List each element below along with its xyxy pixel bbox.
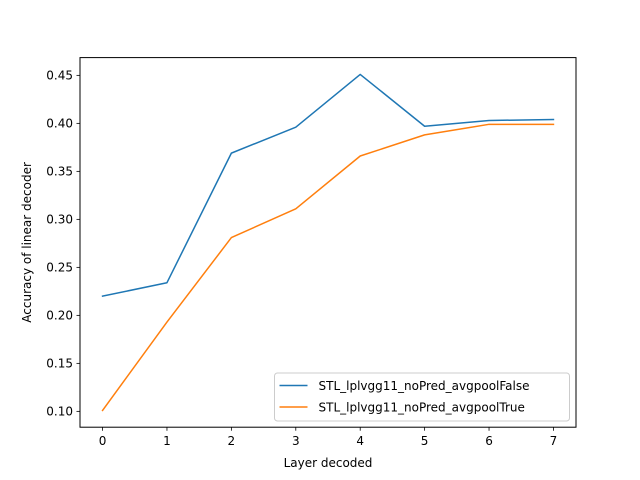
x-axis-label: Layer decoded	[284, 456, 373, 470]
y-tick-label: 0.20	[46, 309, 73, 323]
y-tick-label: 0.30	[46, 213, 73, 227]
x-tick-label: 1	[163, 434, 171, 448]
x-tick-label: 3	[292, 434, 300, 448]
x-tick-label: 6	[485, 434, 493, 448]
y-tick-label: 0.45	[46, 69, 73, 83]
y-axis-label: Accuracy of linear decoder	[20, 162, 34, 323]
plot-area-frame	[79, 57, 577, 428]
x-tick-label: 5	[421, 434, 429, 448]
y-tick-label: 0.10	[46, 405, 73, 419]
y-axis: 0.10 0.15 0.20 0.25 0.30 0.35 0.40 0.45	[46, 69, 80, 419]
x-tick-label: 4	[356, 434, 364, 448]
x-tick-label: 7	[550, 434, 558, 448]
legend-box	[274, 372, 570, 422]
x-tick-label: 0	[99, 434, 107, 448]
y-tick-label: 0.15	[46, 357, 73, 371]
series-layer	[101, 73, 555, 412]
y-tick-label: 0.25	[46, 261, 73, 275]
y-tick-label: 0.40	[46, 117, 73, 131]
legend: STL_lplvgg11_noPred_avgpoolFalse STL_lplv…	[274, 372, 570, 422]
series-line-1	[101, 73, 555, 298]
legend-label-2: STL_lplvgg11_noPred_avgpoolTrue	[319, 400, 525, 414]
x-axis: 0 1 2 3 4 5 6 7	[99, 427, 558, 448]
series-line-2	[101, 123, 555, 412]
x-tick-label: 2	[228, 434, 236, 448]
legend-label-1: STL_lplvgg11_noPred_avgpoolFalse	[319, 379, 530, 393]
y-tick-label: 0.35	[46, 165, 73, 179]
